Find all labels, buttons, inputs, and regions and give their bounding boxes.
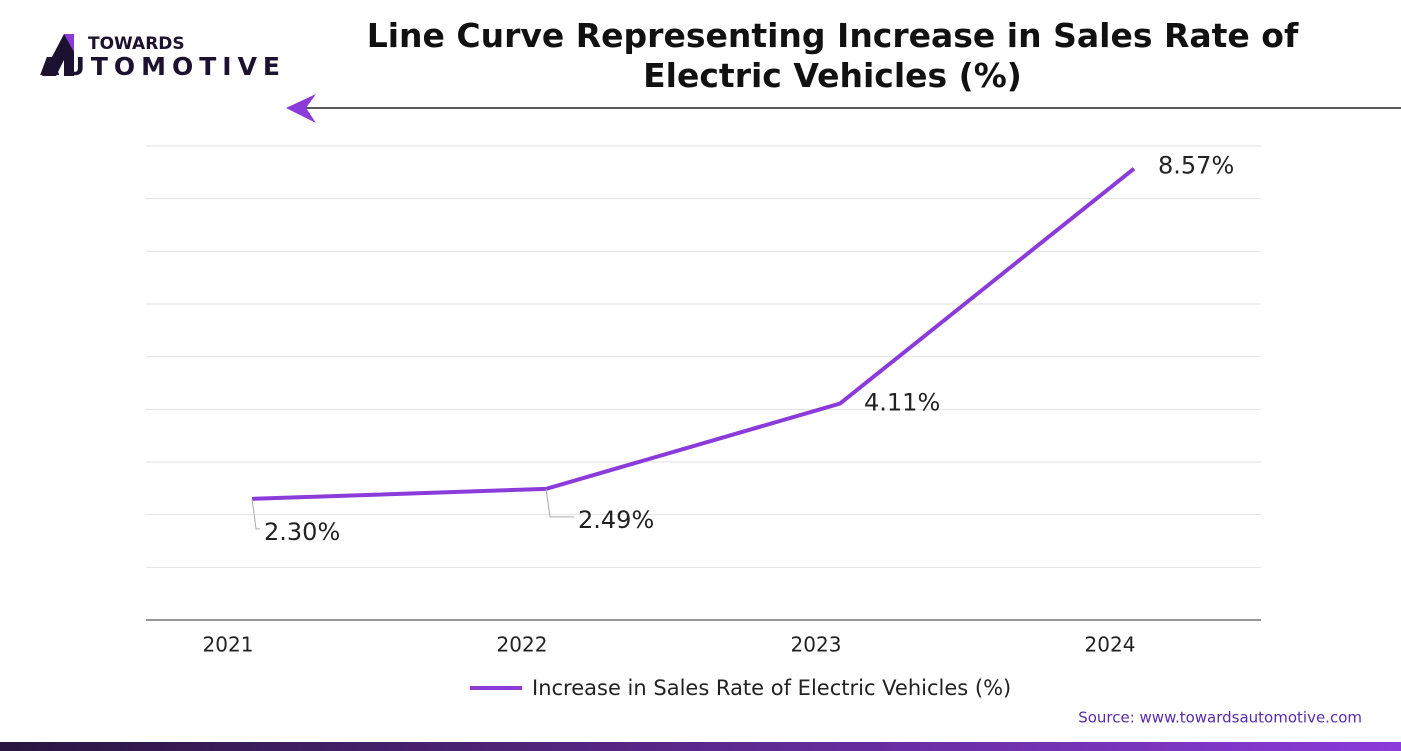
- leader-line: [545, 488, 574, 518]
- footer-bar: [0, 742, 1401, 751]
- logo-bottom: AUTOMOTIVE: [40, 52, 280, 81]
- x-tick-label: 2022: [497, 633, 548, 657]
- x-tick-label: 2021: [203, 633, 254, 657]
- logo-icon: [42, 34, 74, 76]
- data-label: 2.49%: [578, 506, 654, 534]
- x-tick-label: 2023: [791, 633, 842, 657]
- line: [251, 167, 1136, 501]
- data-label: 4.11%: [864, 389, 940, 417]
- data-label: 2.30%: [264, 518, 340, 546]
- leader-line: [251, 498, 260, 530]
- legend-label: Increase in Sales Rate of Electric Vehic…: [532, 676, 1011, 700]
- logo-top: TOWARDS: [88, 34, 185, 54]
- source: Source: www.towardsautomotive.com: [1078, 709, 1362, 727]
- x-tick-label: 2024: [1085, 633, 1136, 657]
- header-arrow: [286, 94, 316, 123]
- logo-icon-accent: [64, 34, 74, 52]
- chart-title: Line Curve Representing Increase in Sale…: [366, 16, 1299, 95]
- data-label: 8.57%: [1158, 152, 1234, 180]
